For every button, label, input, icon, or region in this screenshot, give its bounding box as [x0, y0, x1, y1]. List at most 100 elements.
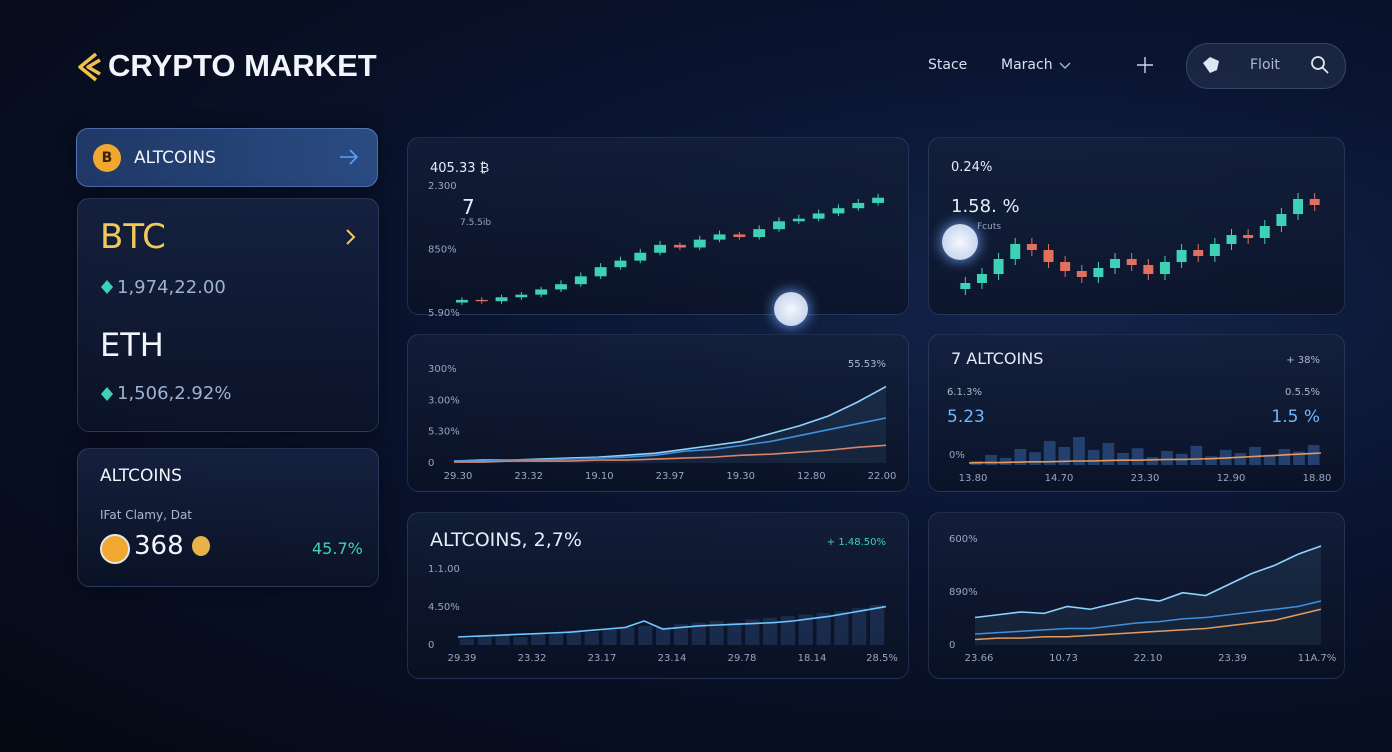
line-series — [457, 605, 887, 638]
candle-body — [1143, 265, 1154, 274]
bar — [869, 605, 885, 645]
plot: 1.1.00 4.50% 0 29.39 23.32 23.17 23.14 29.78 18.… — [428, 564, 898, 664]
bar — [1293, 451, 1305, 465]
plot: 300% 3.00% 5.30% 0 29.30 23.32 19.10 23.97 19.30… — [428, 364, 896, 482]
x-tick-label: 13.80 — [959, 473, 988, 484]
nav-item[interactable]: Stace — [928, 57, 968, 73]
button-label[interactable]: ALTCOINS — [134, 148, 216, 168]
x-tick-label: 18.80 — [1303, 473, 1332, 484]
y-tick-label: 5.30% — [428, 427, 460, 438]
bar — [1117, 453, 1129, 465]
nav-item[interactable]: Marach — [1001, 57, 1053, 73]
candle-body — [1259, 226, 1270, 238]
bar — [985, 455, 997, 465]
coin-card — [77, 198, 379, 432]
search-icon[interactable] — [1310, 55, 1330, 75]
card-change: 45.7% — [312, 539, 363, 558]
bar — [745, 619, 760, 645]
bar — [1043, 441, 1056, 465]
bar — [1190, 445, 1203, 465]
candle-body — [852, 202, 865, 209]
candle-body — [872, 197, 885, 203]
bar — [1263, 454, 1276, 465]
x-tick-label: 12.90 — [1217, 473, 1246, 484]
panel-title: ALTCOINS, 2,7% — [430, 529, 582, 551]
candle-body — [1309, 199, 1320, 205]
candle-body — [535, 289, 548, 295]
line-area — [975, 546, 1321, 645]
card-title: ALTCOINS — [100, 466, 182, 486]
candle-body — [495, 297, 508, 302]
candle-body — [673, 244, 686, 248]
x-tick-label: 14.70 — [1045, 473, 1074, 484]
candle-body — [993, 259, 1004, 274]
candle-body — [1043, 250, 1054, 262]
bar — [477, 637, 492, 645]
plot: 2.300 850% 5.90% — [428, 181, 885, 319]
y-tick-label: 4.50% — [428, 602, 460, 613]
eth-badge — [774, 292, 808, 326]
bar — [1234, 453, 1247, 465]
bar — [762, 617, 778, 645]
candle-body — [1076, 271, 1087, 277]
logo-icon — [78, 52, 101, 82]
candle-body — [753, 229, 766, 238]
bar — [566, 630, 582, 645]
x-tick-label: 12.80 — [797, 471, 826, 482]
crosshair-icon[interactable] — [1136, 56, 1154, 74]
x-tick-label: 23.32 — [518, 653, 547, 664]
panel-value: 7 — [462, 195, 475, 219]
plot: 600% 890% 0 23.66 10.73 22.10 23.39 11A.7% — [949, 534, 1336, 664]
coin-icon — [192, 536, 210, 556]
plot — [960, 193, 1320, 295]
y-tick-label: 5.90% — [428, 308, 460, 319]
x-tick-label: 28.5% — [866, 653, 898, 664]
x-tick-label: 23.39 — [1218, 653, 1247, 664]
chevron-right[interactable] — [344, 228, 358, 246]
bar — [1102, 443, 1115, 465]
x-tick-label: 11A.7% — [1298, 653, 1336, 664]
plot: 0% 13.80 14.70 23.30 12.90 18.80 — [949, 437, 1332, 484]
line-series — [974, 600, 1322, 635]
candle-body — [812, 213, 825, 219]
bar — [834, 611, 849, 645]
panel-value: + 38% — [1286, 355, 1320, 366]
panel-value: 1.5 % — [1271, 407, 1320, 427]
arrow-icon[interactable] — [338, 148, 360, 166]
line-series — [454, 444, 887, 463]
candle-body — [1126, 259, 1137, 265]
candle-body — [1060, 262, 1071, 271]
bar — [727, 622, 742, 645]
bar — [999, 457, 1012, 465]
candle-body — [1093, 268, 1104, 277]
chevron-icon[interactable] — [1058, 58, 1072, 72]
x-tick-label: 23.97 — [656, 471, 685, 482]
y-tick-label: 300% — [428, 364, 457, 375]
coin-symbol: ETH — [100, 326, 164, 364]
candle-body — [555, 284, 567, 290]
bar — [1087, 449, 1100, 465]
search-label[interactable]: Floit — [1250, 57, 1280, 73]
panel-value: 0.5.5% — [1285, 387, 1320, 398]
candle-body — [960, 283, 971, 289]
x-tick-label: 10.73 — [1049, 653, 1078, 664]
bar — [459, 638, 475, 645]
bar — [798, 614, 813, 645]
candle-body — [976, 274, 987, 283]
bar — [1058, 447, 1071, 465]
altcoins-button[interactable] — [76, 128, 378, 187]
x-tick-label: 18.14 — [798, 653, 827, 664]
bar — [673, 624, 689, 645]
altcoins-card — [77, 448, 379, 587]
chart-panel: 55.53% 300% 3.00% 5.30% 0 29.30 23.32 19.10 23.… — [407, 334, 909, 492]
candle-body — [773, 221, 785, 230]
bar — [584, 632, 599, 645]
candle-body — [713, 234, 726, 240]
x-tick-label: 29.39 — [448, 653, 477, 664]
coin-icon — [100, 534, 130, 564]
candle-body — [634, 252, 647, 261]
y-tick-label: 3.00% — [428, 395, 460, 406]
candle-body — [1159, 262, 1170, 274]
panel-value: 5.23 — [947, 407, 985, 427]
